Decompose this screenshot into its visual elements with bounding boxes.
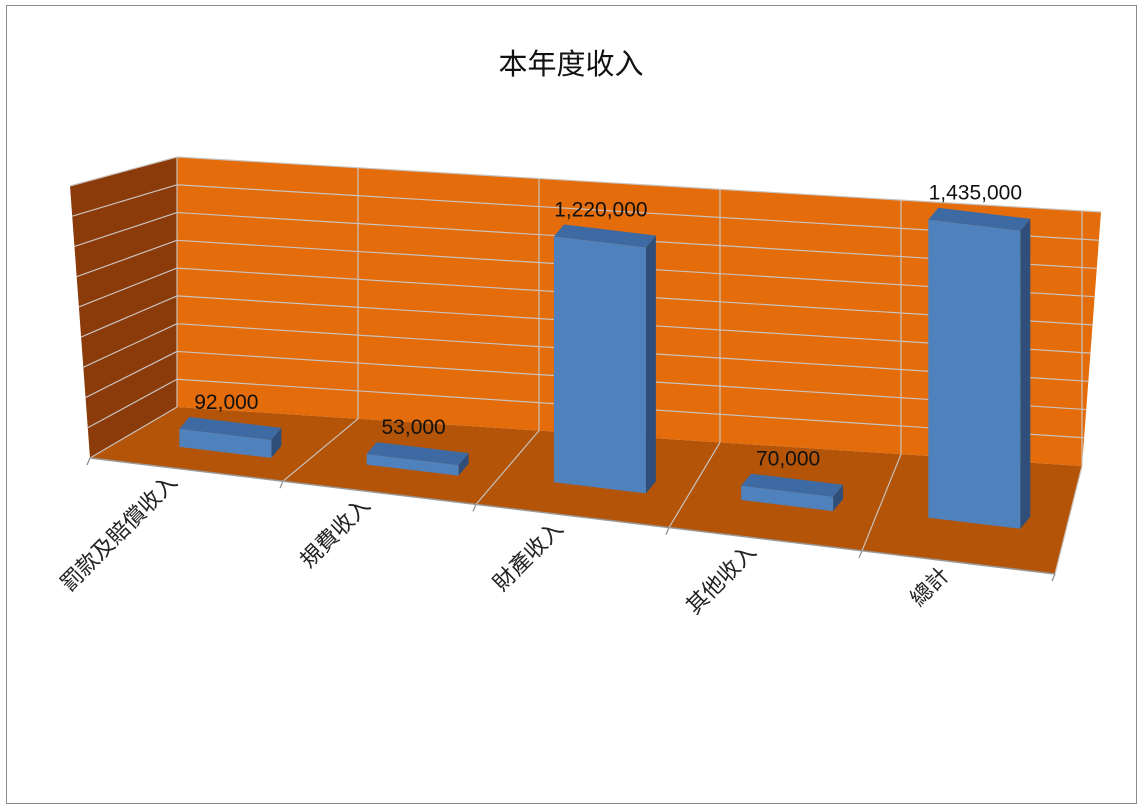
side-gridline bbox=[87, 378, 178, 429]
axis-tick bbox=[665, 527, 670, 535]
floor-gridline bbox=[282, 418, 359, 482]
bar-1 bbox=[179, 428, 272, 458]
floor-gridline bbox=[475, 430, 540, 505]
side-gridline bbox=[80, 295, 178, 338]
axis-tick bbox=[86, 457, 91, 466]
bar-top bbox=[366, 442, 469, 466]
data-label: 1,435,000 bbox=[929, 182, 1022, 205]
side-gridline bbox=[78, 267, 178, 308]
bar-side bbox=[271, 427, 282, 458]
category-label: 規費收入 bbox=[296, 493, 376, 573]
category-label: 其他收入 bbox=[682, 540, 762, 620]
side-wall bbox=[70, 157, 177, 458]
back-gridline bbox=[176, 156, 1102, 213]
chart-data-labels: 92,000 53,000 1,220,000 70,000 1,435,000 bbox=[194, 182, 1022, 471]
axis-tick bbox=[472, 504, 477, 512]
axis-tick bbox=[858, 550, 863, 559]
bar-side bbox=[645, 235, 656, 494]
side-gridline bbox=[74, 211, 178, 248]
bar-top bbox=[741, 473, 844, 497]
floor-gridline bbox=[861, 453, 902, 552]
bar-top bbox=[179, 416, 282, 440]
floor-gridline bbox=[668, 442, 721, 528]
bar-4 bbox=[741, 485, 834, 512]
category-axis-line bbox=[89, 457, 1056, 575]
category-label: 財產收入 bbox=[489, 517, 569, 597]
data-label: 92,000 bbox=[194, 391, 258, 414]
data-label: 53,000 bbox=[382, 416, 446, 439]
side-gridline bbox=[83, 323, 178, 368]
side-gridline bbox=[72, 184, 178, 217]
chart-bars bbox=[179, 207, 1031, 529]
chart-title: 本年度收入 bbox=[498, 47, 643, 81]
category-label: 總計 bbox=[906, 563, 955, 612]
bar-5 bbox=[928, 219, 1021, 529]
bar-top bbox=[928, 207, 1031, 231]
bar-side bbox=[833, 484, 844, 512]
bar-side bbox=[1020, 218, 1031, 529]
floor-gridline bbox=[1054, 465, 1083, 575]
category-label: 罰款及賠償收入 bbox=[56, 470, 183, 597]
data-label: 1,220,000 bbox=[554, 198, 647, 221]
bar-3 bbox=[553, 236, 646, 494]
bar-2 bbox=[366, 454, 459, 476]
side-gridline bbox=[69, 156, 178, 187]
axis-tick bbox=[279, 480, 284, 489]
side-gridline bbox=[76, 239, 178, 278]
bar-side bbox=[458, 453, 469, 476]
floor bbox=[90, 407, 1082, 574]
bar-top bbox=[553, 224, 656, 248]
floor-gridline bbox=[89, 406, 178, 459]
axis-tick bbox=[1051, 573, 1056, 582]
data-label: 70,000 bbox=[756, 448, 820, 471]
side-gridline bbox=[85, 350, 178, 399]
